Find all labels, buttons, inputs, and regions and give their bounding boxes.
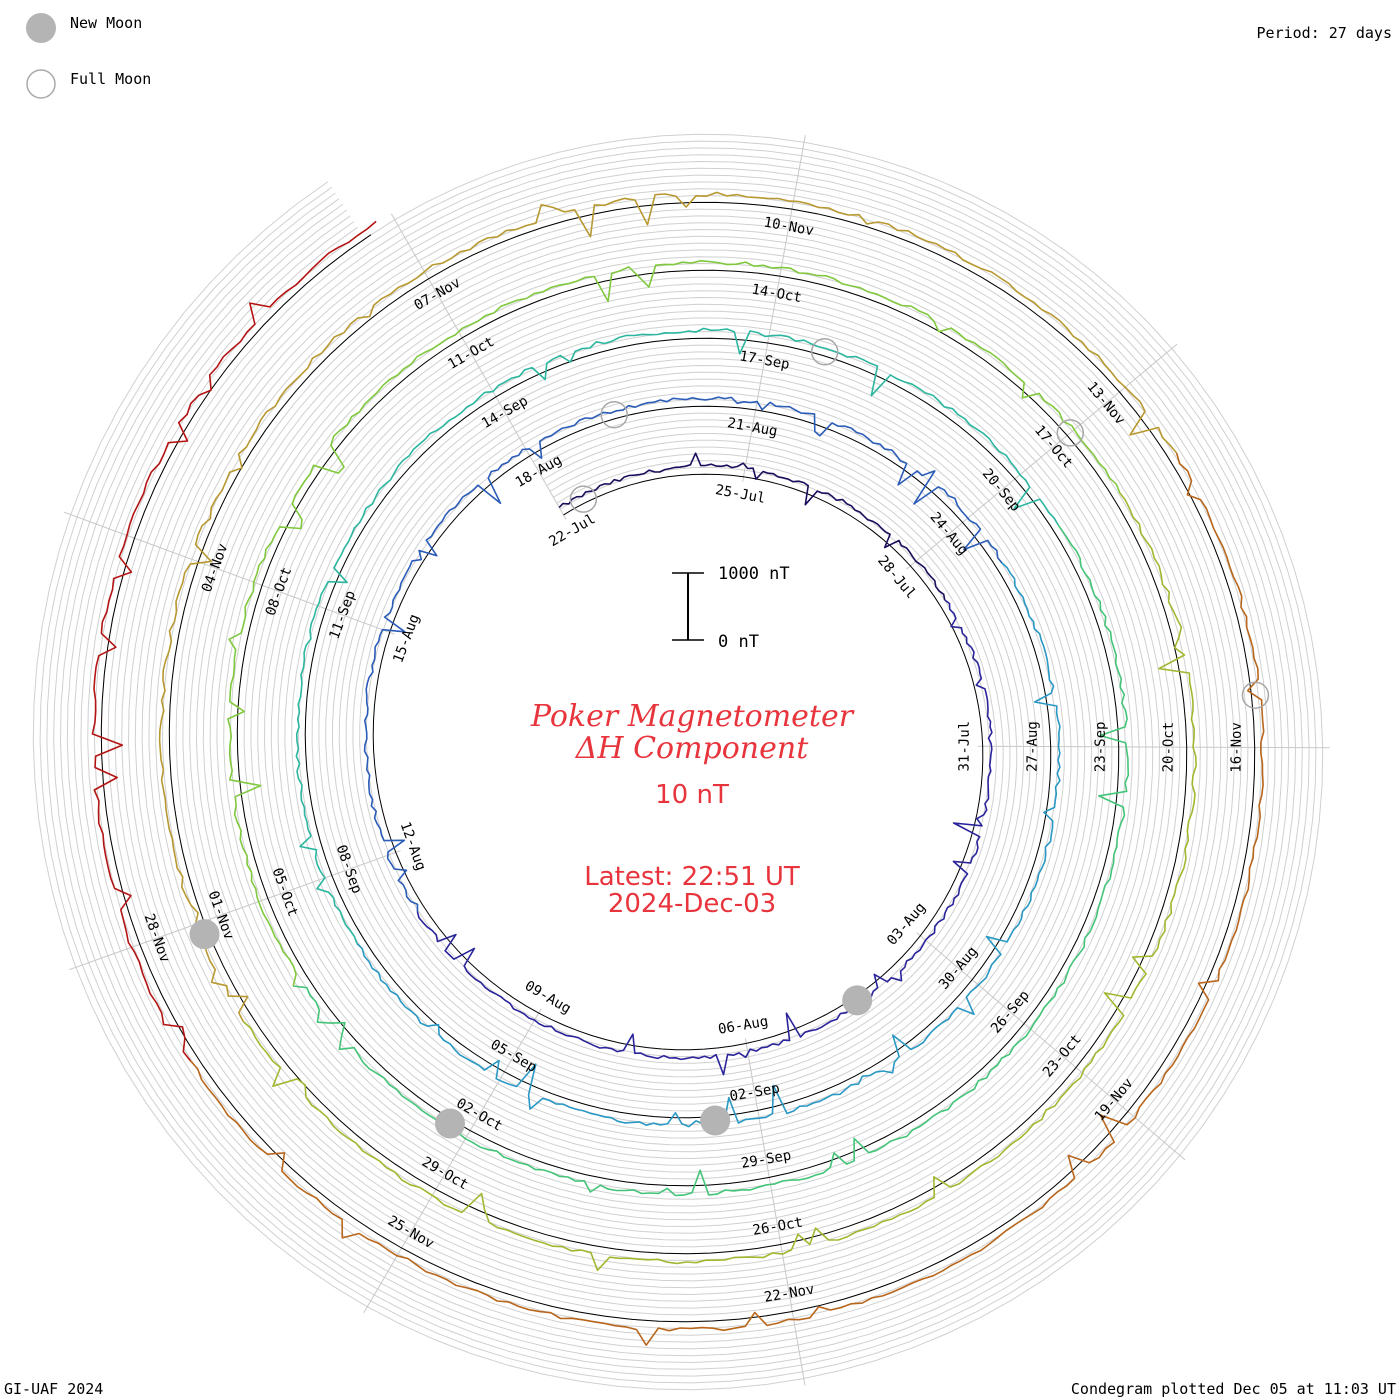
grid-radial [390,213,567,520]
date-label-6: 09-Aug [522,978,574,1017]
date-label-42: 25-Nov [385,1213,437,1252]
grid-radial [742,135,806,482]
full-moon-marker-1 [600,400,628,429]
date-label-21: 23-Sep [1093,721,1109,772]
chart-resolution: 10 nT [655,780,729,810]
grid-radial [744,1038,806,1386]
date-label-2: 28-Jul [874,553,919,602]
new-moon-marker-2 [435,1108,465,1139]
date-label-15: 05-Sep [488,1037,540,1076]
footer-credit: GI-UAF 2024 [4,1380,103,1398]
new-moon-marker-0 [842,985,873,1016]
grid-spiral [80,181,1276,1343]
scale-bar [672,572,704,641]
trace-segment-3 [356,562,1061,1128]
grid-spiral [59,160,1297,1364]
grid-spiral [66,167,1290,1357]
full-moon-marker-4 [1241,681,1270,709]
reference-spiral [100,201,1256,1323]
trace-segment-10 [91,220,377,1062]
moon-markers [189,338,1270,1139]
grid-spiral [87,188,1269,1336]
date-label-32: 26-Oct [752,1215,805,1239]
grid-layer [32,133,1330,1391]
trace-segment-0 [558,452,946,601]
grid-radial [363,1008,542,1314]
new-moon-legend-label: New Moon [70,14,142,32]
date-label-0: 22-Jul [546,511,598,550]
date-label-28: 14-Oct [750,281,803,306]
date-label-37: 10-Nov [762,215,815,240]
date-label-33: 29-Oct [419,1154,471,1193]
full-moon-marker-3 [1056,419,1085,447]
trace-segment-7 [242,492,1197,1272]
scale-bottom-label: 0 nT [718,632,759,652]
date-label-19: 17-Sep [738,348,791,373]
full-moon-legend-label: Full Moon [70,70,151,88]
date-label-30: 20-Oct [1161,722,1177,773]
grid-spiral [39,140,1317,1384]
trace-segment-8 [158,191,1178,1022]
date-label-8: 15-Aug [390,612,423,665]
grid-radial [906,343,1178,570]
chart-subtitle: ΔH Component [575,731,809,766]
grid-spiral [73,174,1283,1350]
full-moon-marker-0 [569,485,598,513]
trace-segment-2 [363,396,1003,912]
full-moon-marker-2 [810,338,839,366]
date-label-5: 06-Aug [717,1014,770,1038]
date-label-10: 21-Aug [726,415,779,440]
date-label-4: 03-Aug [884,900,929,949]
chart-title: Poker Magnetometer [530,699,855,734]
grid-radial [916,932,1186,1161]
period-label: Period: 27 days [1257,24,1392,42]
grid-spiral [46,147,1310,1377]
grid-radial [69,850,401,971]
grid-radial [977,745,1330,749]
trace-segment-5 [293,524,1130,1197]
full-moon-legend-icon [26,69,56,99]
date-label-12: 27-Aug [1025,721,1041,772]
new-moon-marker-1 [700,1105,731,1136]
trace-segment-1 [416,599,993,1076]
new-moon-legend-icon [26,13,56,43]
trace-segment-4 [295,327,1059,944]
latest-date: 2024-Dec-03 [608,889,776,919]
trace-layer [91,191,1265,1346]
grid-spiral [93,194,1263,1330]
date-label-3: 31-Jul [957,721,973,772]
date-label-1: 25-Jul [714,482,767,507]
date-label-23: 29-Sep [740,1148,793,1172]
footer-plotted: Condegram plotted Dec 05 at 11:03 UT [1071,1380,1396,1398]
latest-time: Latest: 22:51 UT [584,862,800,892]
date-label-41: 22-Nov [763,1282,816,1306]
grid-spiral [53,154,1303,1370]
new-moon-marker-3 [189,919,220,950]
date-label-39: 16-Nov [1229,722,1245,773]
trace-segment-9 [189,452,1265,1346]
scale-top-label: 1000 nT [718,564,790,584]
trace-segment-6 [227,260,1121,987]
grid-radial [63,511,395,635]
zero-spiral [100,201,1256,1323]
